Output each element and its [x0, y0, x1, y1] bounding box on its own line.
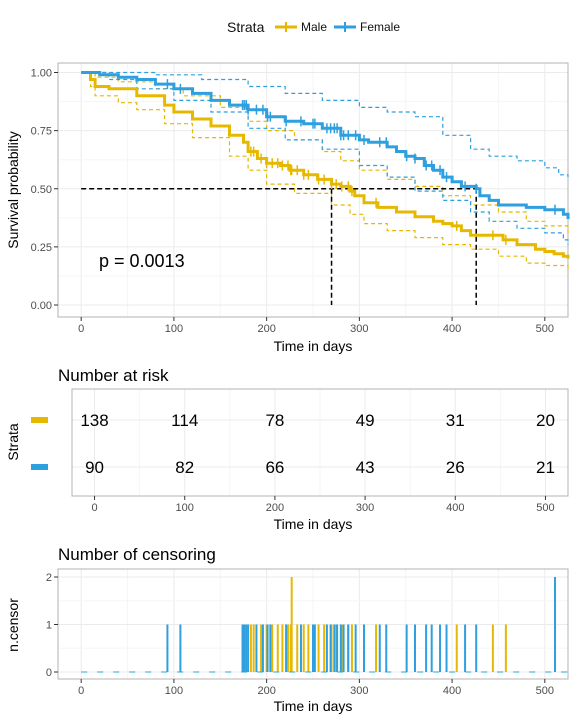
risk-value-male: 31 [446, 411, 465, 430]
risk-value-female: 66 [265, 458, 284, 477]
legend-title: Strata [227, 19, 265, 35]
y-tick-label: 0.50 [31, 184, 52, 196]
risk-value-female: 26 [446, 458, 465, 477]
risk-table-strata-keys [31, 417, 48, 470]
censoring-panel: Number of censoring 0 100 200 300 400 500 0 1 2… [5, 545, 569, 714]
x-tick-label: 0 [91, 502, 97, 514]
x-tick-label: 100 [165, 685, 183, 697]
x-tick-label: 200 [257, 685, 275, 697]
pvalue-annotation: p = 0.0013 [99, 251, 185, 271]
ci-upper-female [81, 71, 569, 178]
risk-table-title: Number at risk [58, 366, 169, 385]
x-tick-label: 0 [78, 685, 84, 697]
risk-value-male: 49 [356, 411, 375, 430]
y-tick-label: 0.75 [31, 126, 52, 138]
x-tick-label: 100 [165, 323, 183, 335]
censoring-y-ticks: 0 1 2 [46, 572, 58, 679]
survival-curve-male [81, 71, 570, 259]
censoring-bars [81, 577, 568, 673]
censoring-title: Number of censoring [58, 545, 216, 564]
risk-table-x-ticks: 0 100 200 300 400 500 [91, 496, 555, 514]
x-tick-label: 300 [350, 685, 368, 697]
x-tick-label: 400 [446, 502, 464, 514]
x-tick-label: 400 [443, 685, 461, 697]
y-tick-label: 2 [46, 572, 52, 584]
risk-table-border [71, 388, 569, 497]
survival-panel: 0 100 200 300 400 500 0.00 0.25 0.50 0.75 1.00 p … [5, 62, 570, 354]
risk-table-panel: Number at risk 138 114 78 49 31 20 90 82 66 43 26 2… [5, 366, 569, 532]
risk-value-female: 21 [536, 458, 555, 477]
risk-value-female: 43 [356, 458, 375, 477]
x-tick-label: 0 [78, 323, 84, 335]
x-tick-label: 200 [266, 502, 284, 514]
y-tick-label: 1 [46, 620, 52, 632]
survival-curves [81, 71, 570, 259]
censoring-x-axis-label: Time in days [274, 698, 353, 714]
risk-value-male: 114 [171, 411, 198, 430]
x-tick-label: 500 [536, 502, 554, 514]
survival-x-axis-label: Time in days [274, 338, 353, 354]
censoring-x-ticks: 0 100 200 300 400 500 [78, 679, 554, 697]
risk-table-x-axis-label: Time in days [274, 516, 353, 532]
legend-label-female: Female [360, 20, 400, 34]
survival-panel-border [57, 62, 569, 318]
median-survival-lines [81, 188, 477, 305]
ci-lower-male [81, 71, 569, 273]
survival-grid [58, 63, 568, 317]
x-tick-label: 400 [443, 323, 461, 335]
y-tick-label: 1.00 [31, 68, 52, 80]
y-tick-label: 0 [46, 667, 52, 679]
x-tick-label: 100 [176, 502, 194, 514]
survival-x-ticks: 0 100 200 300 400 500 [78, 317, 554, 335]
survival-y-ticks: 0.00 0.25 0.50 0.75 1.00 [31, 68, 58, 312]
y-tick-label: 0.25 [31, 242, 52, 254]
legend-label-male: Male [301, 20, 327, 34]
risk-value-male: 78 [265, 411, 284, 430]
censoring-y-axis-label: n.censor [5, 598, 21, 652]
x-tick-label: 500 [536, 323, 554, 335]
risk-value-female: 82 [175, 458, 194, 477]
risk-key-male [31, 417, 48, 423]
x-tick-label: 500 [536, 685, 554, 697]
risk-table-values: 138 114 78 49 31 20 90 82 66 43 26 21 [80, 411, 555, 477]
censor-marks [166, 79, 556, 245]
x-tick-label: 300 [356, 502, 374, 514]
ci-lower-female [81, 71, 569, 245]
legend: Strata Male Female [227, 19, 400, 35]
survival-y-axis-label: Survival probability [5, 131, 21, 249]
risk-value-male: 138 [80, 411, 108, 430]
survival-curve-female [81, 71, 570, 219]
y-tick-label: 0.00 [31, 300, 52, 312]
censoring-grid [58, 569, 568, 679]
risk-table-y-axis-label: Strata [5, 423, 21, 461]
risk-key-female [31, 464, 48, 470]
x-tick-label: 200 [257, 323, 275, 335]
risk-value-male: 20 [536, 411, 555, 430]
risk-value-female: 90 [85, 458, 104, 477]
confidence-bands [81, 71, 569, 273]
risk-table-grid [72, 389, 568, 496]
x-tick-label: 300 [350, 323, 368, 335]
